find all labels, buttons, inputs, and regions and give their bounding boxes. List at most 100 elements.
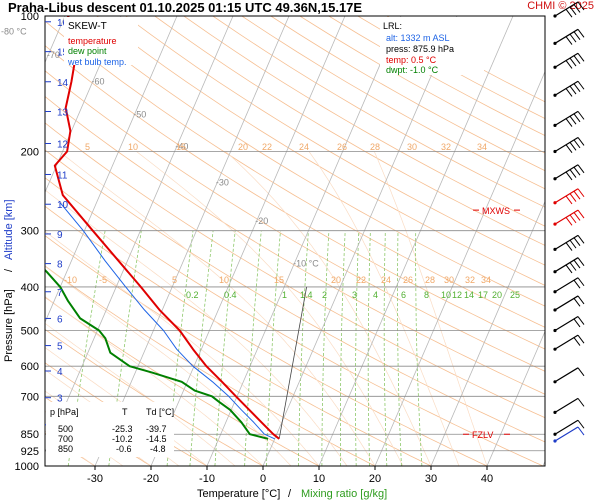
barb-flag	[577, 80, 585, 90]
dry-adiabat	[154, 16, 545, 246]
x-axis-label-sep: /	[288, 488, 292, 500]
dry-adiabat	[183, 16, 545, 227]
mixing-ratio-line	[298, 230, 309, 466]
barb-flag	[573, 298, 581, 307]
altitude-tick-label: 6	[57, 314, 63, 325]
barb-dot	[553, 432, 557, 436]
mixing-ratio-label: 12	[452, 290, 462, 300]
barb-staff	[554, 334, 579, 350]
barb-dot	[553, 439, 557, 443]
lrl-title: LRL:	[383, 21, 402, 31]
mixing-ratio-line	[355, 230, 360, 466]
x-tick-label: -10	[199, 473, 215, 485]
mixing-ratio-label: 0.4	[224, 290, 237, 300]
adiabat-label: 34	[477, 142, 487, 152]
dry-adiabat	[212, 16, 545, 208]
data-table: p [hPa] T Td [°C] 500 -25.3 -39.7 700 -1…	[46, 402, 174, 457]
barb-dot	[553, 380, 557, 384]
barb-flag	[573, 83, 581, 92]
lrl-box: LRL: alt: 1332 m ASL press: 875.9 hPa te…	[380, 17, 484, 75]
x-tick-label: 30	[425, 473, 437, 485]
mixing-ratio-label: 1.4	[300, 290, 313, 300]
wind-barb	[553, 52, 585, 69]
barb-staff	[554, 277, 579, 293]
mixing-ratio-line	[397, 230, 402, 466]
barb-flag	[577, 52, 585, 62]
x-axis-label: Temperature [°C]	[197, 488, 280, 500]
legend-title: SKEW-T	[68, 21, 107, 32]
barb-flag	[569, 141, 577, 151]
profile-line	[45, 268, 269, 440]
barb-staff	[554, 188, 579, 204]
adiabat-label: 30	[407, 142, 417, 152]
isotherm-label: -40	[175, 142, 188, 152]
dry-adiabat	[45, 296, 320, 466]
barb-flag	[565, 8, 573, 18]
barb-flag	[573, 279, 581, 289]
altitude-tick-label: 12	[57, 140, 69, 151]
lrl-dwpt: dwpt: -1.0 °C	[386, 65, 439, 75]
barb-staff	[554, 80, 579, 96]
mixing-ratio-line	[321, 230, 330, 466]
barb-flag	[569, 85, 577, 95]
isotherm-label: -70	[47, 50, 60, 60]
adiabat-label: 15	[274, 275, 284, 285]
mixing-ratio-line	[367, 230, 371, 466]
isotherm	[374, 70, 545, 466]
wind-barb	[553, 110, 585, 127]
barb-flag	[565, 171, 573, 181]
isotherm	[542, 460, 545, 466]
adiabat-label: 20	[331, 275, 341, 285]
adiabat-label: 5	[85, 142, 90, 152]
marker-label: MXWS	[482, 206, 510, 216]
mixing-ratio-line	[166, 230, 194, 466]
table-cell: -10.2	[112, 434, 133, 444]
y-tick-label: 500	[21, 326, 39, 338]
barb-dot	[553, 222, 557, 226]
barb-flag	[577, 426, 585, 436]
barb-flag	[569, 262, 577, 271]
table-header-td: Td [°C]	[146, 407, 174, 417]
altitude-tick-label: 9	[57, 230, 63, 241]
table-cell: -0.6	[116, 444, 132, 454]
barb-staff	[554, 1, 579, 17]
adiabat-label: 26	[403, 275, 413, 285]
y-tick-label: 200	[21, 147, 39, 159]
barb-dot	[553, 123, 557, 127]
lrl-alt: alt: 1332 m ASL	[386, 33, 450, 43]
barb-dot	[553, 149, 557, 154]
barb-flag	[573, 31, 581, 41]
adiabat-label: -5	[99, 275, 107, 285]
adiabat-label: 20	[238, 142, 248, 152]
adiabat-label: 10	[128, 142, 138, 152]
y-tick-label: 850	[21, 429, 39, 441]
mixing-ratio-line	[415, 230, 423, 466]
parcel-line	[278, 286, 307, 439]
isotherm-label: -30	[216, 178, 229, 188]
isotherm	[45, 16, 178, 324]
dry-adiabat	[45, 328, 264, 466]
barb-staff	[554, 426, 579, 442]
barb-flag	[569, 169, 577, 178]
dry-adiabat	[45, 177, 544, 466]
isotherm-label: -10 °C	[293, 258, 319, 268]
dry-adiabat	[328, 16, 545, 137]
barb-dot	[553, 290, 557, 294]
barb-flag	[573, 113, 581, 123]
isotherm	[45, 16, 122, 194]
wind-barb	[553, 234, 585, 251]
barb-dot	[553, 410, 557, 414]
adiabat-label: 5	[172, 275, 177, 285]
adiabat-label: 34	[481, 275, 491, 285]
barb-flag	[569, 57, 577, 67]
dry-adiabat	[45, 122, 545, 419]
barb-dot	[553, 308, 557, 312]
plot-frame	[44, 15, 546, 467]
barb-flag	[577, 295, 585, 305]
barb-dot	[553, 328, 557, 333]
barb-dot	[553, 93, 557, 97]
barb-flag	[577, 277, 585, 287]
barb-flag	[573, 237, 581, 247]
wind-barb	[553, 1, 585, 18]
marker-label: FZLV	[472, 430, 493, 440]
